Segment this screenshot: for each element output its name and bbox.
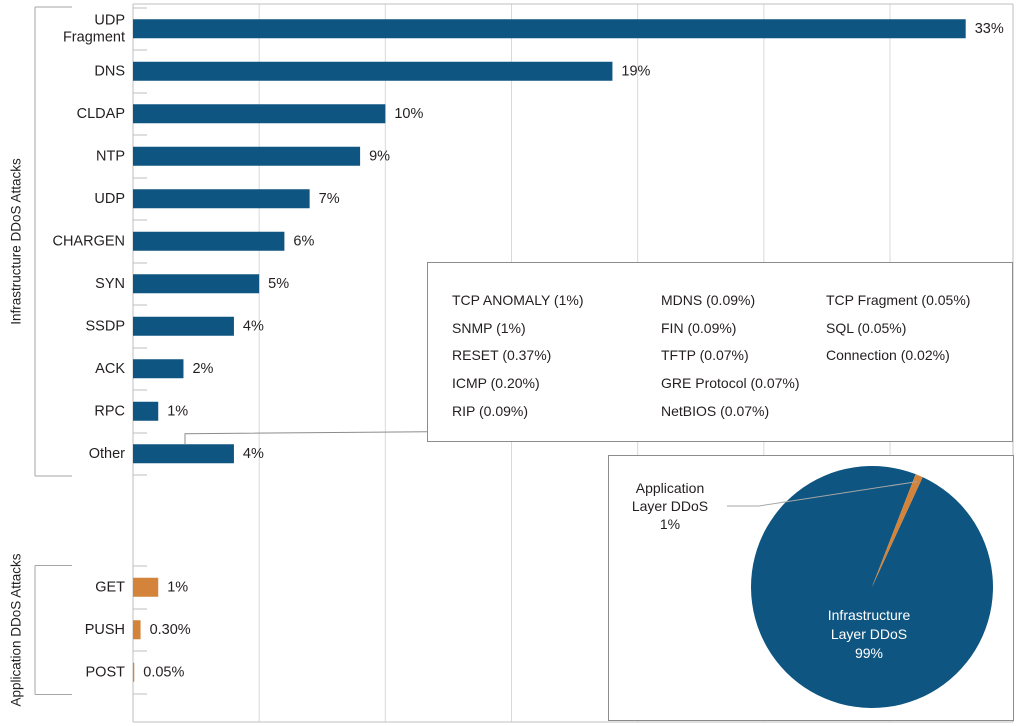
category-label-line: POST <box>86 664 126 680</box>
category-label-line: CHARGEN <box>52 233 125 249</box>
pie-leader-line <box>727 481 918 507</box>
category-label-line: GET <box>95 579 125 595</box>
bar <box>133 274 260 294</box>
bar <box>133 662 135 682</box>
pie-chart-box: Infrastructure Layer DDoS 99% Application La… <box>608 455 1014 721</box>
bar <box>133 231 285 251</box>
value-label: 19% <box>621 63 650 79</box>
other-item: MDNS (0.09%) <box>661 292 756 308</box>
bar <box>133 401 159 421</box>
value-label: 4% <box>243 318 264 334</box>
category-label: NTP <box>96 148 125 164</box>
group-label: Infrastructure DDoS Attacks <box>9 158 24 325</box>
bar <box>133 189 310 209</box>
bar <box>133 577 159 597</box>
category-label-line: Fragment <box>63 29 125 45</box>
value-label: 0.05% <box>143 664 184 680</box>
other-item: TCP Fragment (0.05%) <box>826 292 971 308</box>
pie-slice <box>872 474 923 587</box>
bar <box>133 359 184 379</box>
value-label: 7% <box>319 191 340 207</box>
other-item: TFTP (0.07%) <box>661 347 749 364</box>
category-label-line: Other <box>89 446 125 462</box>
category-label-line: CLDAP <box>77 106 125 122</box>
other-item: FIN (0.09%) <box>661 319 737 336</box>
other-item: SQL (0.05%) <box>826 319 907 336</box>
pie-label: Layer DDoS <box>632 498 708 514</box>
other-item: SNMP (1%) <box>452 319 526 336</box>
bar <box>133 19 966 39</box>
category-label-line: ACK <box>95 361 125 377</box>
value-label: 1% <box>167 579 188 595</box>
category-label: POST <box>86 664 126 680</box>
category-label: ACK <box>95 361 125 377</box>
category-label-line: UDP <box>94 12 125 28</box>
category-label: DNS <box>94 63 125 79</box>
category-label: CHARGEN <box>52 233 125 249</box>
category-label-line: RPC <box>94 403 125 419</box>
bar <box>133 620 141 640</box>
category-label: RPC <box>94 403 125 419</box>
other-item: ICMP (0.20%) <box>452 375 540 392</box>
other-breakdown-column-2: MDNS (0.09%) FIN (0.09%) TFTP (0.07%) GR… <box>661 287 800 426</box>
other-breakdown-column-1: TCP ANOMALY (1%) SNMP (1%) RESET (0.37%)… <box>452 287 583 426</box>
category-label-line: SYN <box>95 276 125 292</box>
value-label: 5% <box>268 276 289 292</box>
other-breakdown-box: TCP ANOMALY (1%) SNMP (1%) RESET (0.37%)… <box>427 262 1013 442</box>
category-label: PUSH <box>85 622 125 638</box>
bar <box>133 444 234 464</box>
category-label: CLDAP <box>77 106 125 122</box>
pie-label: 99% <box>855 645 883 661</box>
other-item: NetBIOS (0.07%) <box>661 402 770 419</box>
category-label-line: SSDP <box>86 318 126 334</box>
category-label: SYN <box>95 276 125 292</box>
bar <box>133 104 386 124</box>
value-label: 1% <box>167 403 188 419</box>
value-label: 0.30% <box>150 622 191 638</box>
other-item: GRE Protocol (0.07%) <box>661 375 800 392</box>
pie-slice <box>751 466 994 709</box>
other-leader-line <box>184 431 428 445</box>
pie-label: 1% <box>660 516 680 532</box>
category-label-line: UDP <box>94 191 125 207</box>
other-breakdown-column-3: TCP Fragment (0.05%) SQL (0.05%) Connect… <box>826 287 970 370</box>
pie-chart: Infrastructure Layer DDoS 99% Application La… <box>632 466 994 709</box>
category-label-line: DNS <box>94 63 125 79</box>
pie-label: Infrastructure <box>828 607 911 623</box>
value-label: 4% <box>243 446 264 462</box>
value-label: 33% <box>975 21 1004 37</box>
category-label-line: NTP <box>96 148 125 164</box>
category-label-line: PUSH <box>85 622 125 638</box>
category-label: SSDP <box>86 318 126 334</box>
group-label: Application DDoS Attacks <box>9 553 24 706</box>
bar <box>133 146 361 166</box>
category-label: UDP <box>94 191 125 207</box>
other-item: TCP ANOMALY (1%) <box>452 292 584 308</box>
bar <box>133 61 613 81</box>
value-label: 2% <box>192 361 213 377</box>
other-item: RESET (0.37%) <box>452 347 552 364</box>
category-label: Other <box>89 446 125 462</box>
other-item: RIP (0.09%) <box>452 402 528 419</box>
bar <box>133 316 234 336</box>
pie-label: Application <box>636 480 705 496</box>
category-label: UDP Fragment <box>63 12 125 45</box>
other-item: Connection (0.02%) <box>826 347 950 364</box>
value-label: 10% <box>394 106 423 122</box>
value-label: 6% <box>293 233 314 249</box>
category-label: GET <box>95 579 125 595</box>
pie-label: Layer DDoS <box>831 626 907 642</box>
value-label: 9% <box>369 148 390 164</box>
